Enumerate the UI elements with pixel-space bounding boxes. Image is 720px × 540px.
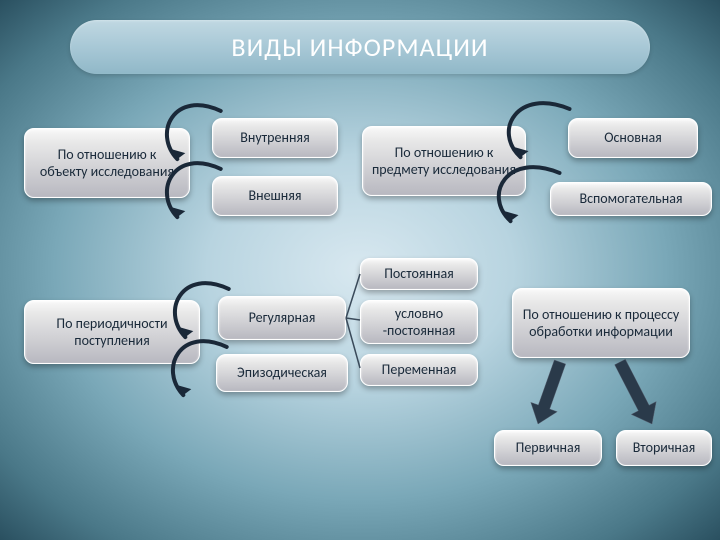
arc-arrowhead-3 [505, 211, 519, 221]
diagram-node-n1: По отношению к объекту исследования [24, 128, 190, 198]
diagram-node-n11: условно -постоянная [360, 300, 478, 344]
connector-line-1 [346, 318, 360, 320]
diagram-node-n14: Первичная [494, 430, 602, 466]
diagram-node-n13: По отношению к процессу обработки информ… [512, 288, 690, 358]
arc-arrowhead-1 [171, 207, 185, 217]
diagram-node-n7: По периодичности поступления [24, 300, 200, 364]
diagram-node-n3: Внешняя [212, 176, 338, 216]
diagram-node-n10: Постоянная [360, 258, 478, 290]
diagram-node-n2: Внутренняя [212, 118, 338, 158]
block-arrow-0 [531, 360, 566, 424]
arc-arrowhead-5 [177, 385, 191, 395]
block-arrow-1 [615, 359, 657, 424]
diagram-node-n4: По отношению к предмету исследования [362, 126, 526, 196]
diagram-node-n6: Вспомогательная [550, 182, 712, 216]
connector-line-2 [346, 318, 360, 368]
diagram-node-n15: Вторичная [616, 430, 712, 466]
diagram-node-n12: Переменная [360, 354, 478, 386]
page-title: ВИДЫ ИНФОРМАЦИИ [70, 20, 650, 74]
diagram-node-n5: Основная [568, 118, 698, 158]
connector-line-0 [346, 274, 360, 318]
diagram-node-n8: Регулярная [218, 296, 346, 340]
diagram-node-n9: Эпизодическая [216, 354, 348, 392]
